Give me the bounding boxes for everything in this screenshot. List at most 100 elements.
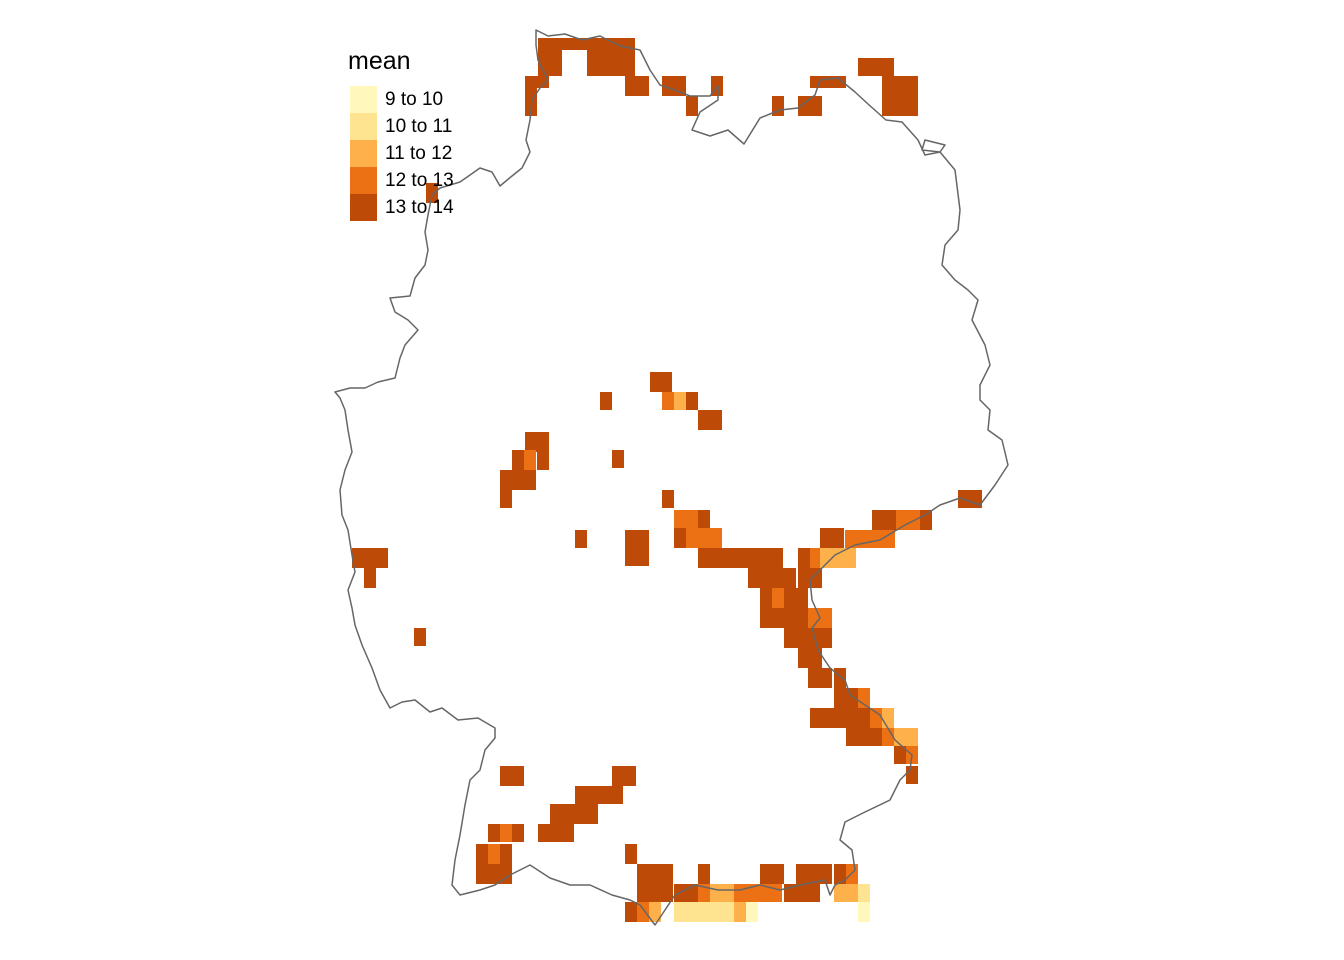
raster-cell	[882, 728, 894, 746]
raster-cell	[674, 392, 686, 410]
raster-cell	[637, 902, 649, 922]
raster-cell	[674, 884, 698, 902]
raster-cell	[649, 902, 661, 922]
raster-cell	[808, 668, 832, 688]
raster-cell	[760, 864, 784, 884]
raster-cell	[550, 804, 598, 824]
raster-cell	[784, 588, 808, 608]
raster-cell	[760, 608, 808, 628]
raster-cell	[625, 530, 649, 566]
raster-cell	[820, 528, 844, 548]
raster-cell	[575, 786, 623, 804]
raster-cell	[834, 884, 858, 902]
legend-label: 10 to 11	[385, 116, 453, 137]
raster-cell	[870, 708, 882, 728]
legend-swatch	[350, 86, 377, 113]
raster-cell	[894, 746, 906, 764]
raster-cell	[896, 510, 920, 530]
legend-label: 9 to 10	[385, 89, 444, 110]
raster-cell	[834, 688, 858, 708]
legend-label: 11 to 12	[385, 143, 453, 164]
raster-cell	[612, 766, 636, 786]
raster-cell	[894, 728, 918, 746]
raster-cell	[686, 392, 698, 410]
legend-title: mean	[348, 47, 411, 75]
raster-cell	[710, 884, 734, 902]
raster-cell	[500, 470, 536, 490]
legend-item: 11 to 12	[348, 140, 452, 167]
raster-cell	[538, 50, 562, 76]
raster-cell	[625, 902, 637, 922]
raster-cell	[538, 824, 574, 842]
raster-cell	[637, 884, 673, 902]
legend-swatch	[350, 113, 377, 140]
raster-cell	[882, 708, 894, 728]
raster-cell	[625, 844, 637, 864]
raster-cell	[500, 844, 512, 864]
legend-label: 13 to 14	[385, 197, 454, 218]
raster-cell	[846, 728, 882, 746]
raster-cell	[625, 76, 649, 96]
raster-cell	[748, 568, 796, 588]
raster-cell	[686, 528, 722, 548]
raster-cell	[698, 548, 783, 568]
raster-cell	[796, 864, 832, 884]
raster-cell	[845, 530, 895, 548]
raster-cell	[600, 392, 612, 410]
raster-cell	[698, 410, 722, 430]
raster-cell	[364, 568, 376, 588]
raster-cell	[784, 884, 820, 902]
raster-cell	[637, 864, 673, 884]
raster-cell	[512, 450, 524, 470]
raster-cell	[772, 588, 784, 608]
raster-cell	[760, 588, 772, 608]
raster-cell	[734, 884, 746, 902]
raster-cell	[808, 628, 832, 648]
country-border	[334, 29, 1009, 926]
raster-cell	[920, 510, 932, 530]
raster-cell	[698, 864, 710, 884]
legend-swatch	[350, 194, 377, 221]
raster-cell	[810, 548, 822, 568]
legend-swatch	[350, 140, 377, 167]
raster-cell	[525, 88, 537, 116]
raster-cell	[810, 76, 846, 88]
raster-cell	[784, 628, 808, 648]
raster-cell	[662, 490, 674, 508]
raster-cell	[698, 510, 710, 528]
raster-cell	[612, 450, 624, 468]
raster-cell	[674, 902, 734, 922]
raster-cell	[872, 510, 896, 530]
raster-cell	[662, 392, 674, 410]
raster-cell	[698, 884, 710, 902]
legend-label: 12 to 13	[385, 170, 454, 191]
raster-cell	[414, 628, 426, 646]
raster-cell	[476, 844, 488, 864]
raster-cell	[500, 824, 512, 842]
raster-cell	[834, 864, 846, 884]
raster-cell	[772, 96, 784, 116]
raster-cell	[352, 548, 388, 568]
raster-cell	[662, 76, 686, 96]
legend-item: 10 to 11	[348, 113, 452, 140]
raster-cell	[674, 510, 698, 528]
raster-cell	[587, 50, 635, 76]
raster-cell	[488, 824, 500, 842]
legend-swatch	[350, 167, 377, 194]
raster-cell	[858, 708, 870, 728]
raster-cell	[820, 548, 856, 568]
raster-cell	[734, 902, 746, 922]
raster-cell	[858, 58, 894, 76]
legend-item: 9 to 10	[348, 86, 443, 113]
raster-cell	[650, 372, 672, 392]
raster-cell	[476, 864, 512, 884]
raster-cell	[686, 96, 698, 116]
raster-cell	[858, 902, 870, 922]
legend-item: 12 to 13	[348, 167, 454, 194]
raster-cell	[674, 528, 686, 548]
raster-cell	[575, 530, 587, 548]
raster-cell	[538, 38, 635, 50]
raster-cell	[500, 490, 512, 508]
